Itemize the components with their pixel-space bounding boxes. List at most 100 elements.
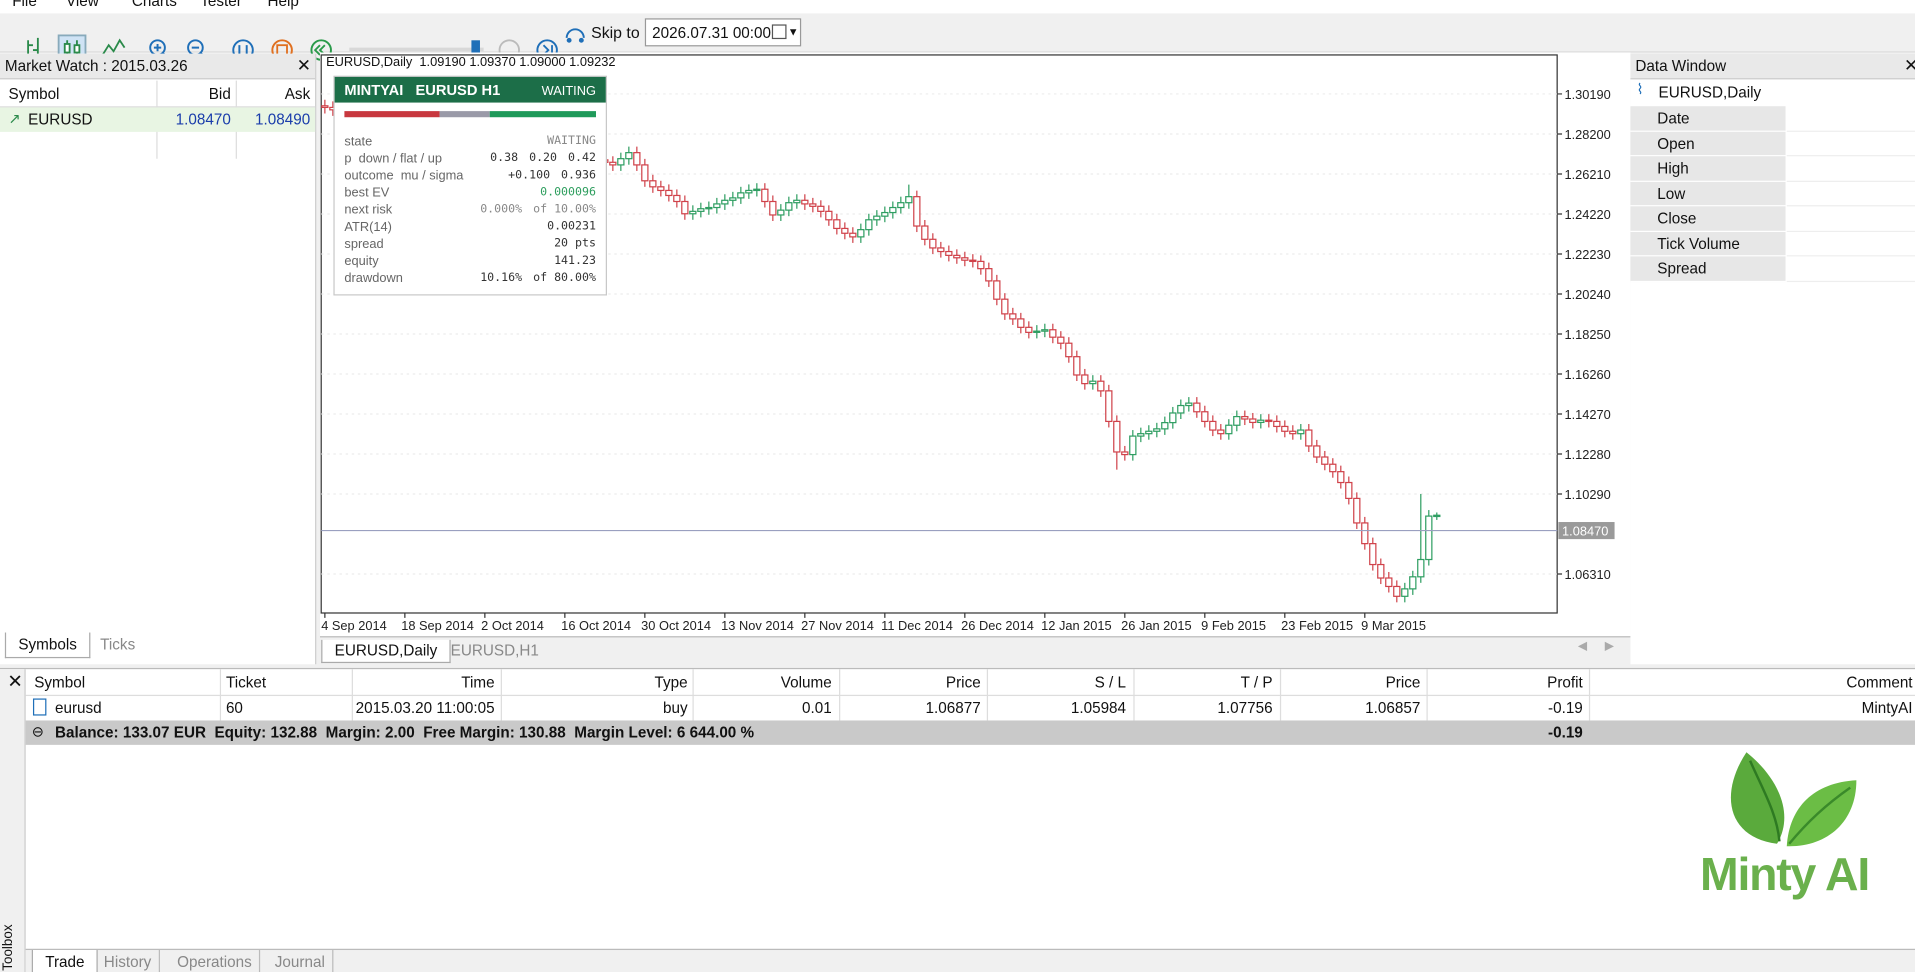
signal-row-values: 0.38 0.20 0.42 bbox=[490, 151, 596, 164]
column-header: Ticket bbox=[225, 674, 267, 692]
column-header: Comment bbox=[1846, 674, 1913, 692]
data-row-bg bbox=[1630, 206, 1786, 232]
candle-body bbox=[737, 192, 745, 199]
cell: 1.06857 bbox=[1365, 699, 1421, 717]
candle-body bbox=[1433, 514, 1441, 518]
data-row-label: Tick Volume bbox=[1657, 235, 1740, 253]
cell: buy bbox=[662, 699, 688, 717]
summary-row bbox=[25, 720, 1915, 745]
candle-body bbox=[777, 209, 785, 216]
data-row-value-bg bbox=[1786, 181, 1915, 207]
column-separator bbox=[351, 669, 353, 721]
chart-tab[interactable]: EURUSD,H1 bbox=[450, 642, 539, 660]
candle-body bbox=[753, 188, 761, 192]
signal-row-values: 0.000% of 10.00% bbox=[480, 203, 596, 216]
scroll-left[interactable]: ◀ bbox=[1577, 639, 1588, 654]
column-header: S / L bbox=[1094, 674, 1127, 692]
column-header: Time bbox=[461, 674, 495, 692]
candle-body bbox=[633, 152, 641, 166]
x-tick-label: 4 Sep 2014 bbox=[321, 618, 387, 633]
candle-body bbox=[1129, 435, 1137, 456]
toolbox-tab[interactable]: History bbox=[96, 950, 160, 972]
data-row-value-bg bbox=[1786, 206, 1915, 232]
slider-thumb[interactable] bbox=[471, 40, 480, 60]
menu-item[interactable]: Charts bbox=[131, 0, 177, 10]
signal-value: 10.16% bbox=[480, 271, 523, 285]
speed-slider[interactable] bbox=[349, 47, 484, 52]
prob-bar-segment bbox=[439, 111, 491, 118]
signal-value: 20 pts bbox=[554, 236, 596, 251]
cell: 1.05984 bbox=[1070, 699, 1127, 717]
dropdown-arrow[interactable]: ▼ bbox=[787, 25, 799, 38]
candle-body bbox=[1161, 422, 1169, 430]
chart-tab[interactable]: EURUSD,Daily bbox=[321, 639, 451, 664]
candle-body bbox=[1113, 420, 1121, 453]
column-separator bbox=[500, 669, 502, 721]
column-separator bbox=[1588, 669, 1591, 721]
toolbox-tab[interactable]: Trade bbox=[31, 950, 98, 972]
scroll-right[interactable]: ▶ bbox=[1604, 639, 1615, 654]
menu-item[interactable]: View bbox=[65, 0, 99, 10]
data-row-label: High bbox=[1657, 159, 1689, 178]
data-row-value-bg bbox=[1786, 106, 1915, 132]
signal-value: 0.38 bbox=[490, 151, 519, 165]
table-row bbox=[0, 107, 316, 132]
panel-title-text: Data Window bbox=[1635, 57, 1727, 75]
cell: eurusd bbox=[54, 699, 102, 717]
data-row-bg bbox=[1630, 131, 1786, 157]
menu-item[interactable]: Tester bbox=[200, 0, 242, 10]
y-tick-label: 1.06310 bbox=[1564, 567, 1610, 582]
menu-item[interactable]: File bbox=[12, 0, 37, 10]
candle-body bbox=[673, 194, 681, 203]
candle-body bbox=[1033, 330, 1041, 333]
candle-body bbox=[945, 250, 953, 256]
signal-value: of 10.00% bbox=[533, 202, 596, 217]
candle-body bbox=[1313, 445, 1321, 458]
signal-row-values: WAITING bbox=[547, 134, 596, 147]
toolbar: Skip to 2026.07.31 00:00 ▼ bbox=[0, 13, 1915, 64]
cell: 1.08490 bbox=[255, 111, 311, 129]
chart-header: EURUSD,Daily 1.09190 1.09370 1.09000 1.0… bbox=[326, 54, 616, 70]
candle-body bbox=[1305, 429, 1313, 447]
data-row-bg bbox=[1630, 106, 1786, 132]
symbol-icon: ⌇ bbox=[1636, 80, 1644, 98]
data-row-label: Spread bbox=[1657, 260, 1707, 278]
signal-title-bar bbox=[334, 76, 606, 103]
candle-body bbox=[985, 268, 993, 282]
toolbox: ✕ Toolbox Minty AI Symbol Ticket Time Type V… bbox=[0, 667, 1915, 972]
x-tick-label: 2 Oct 2014 bbox=[481, 618, 544, 633]
candle-body bbox=[1337, 471, 1345, 484]
candle-body bbox=[681, 200, 689, 215]
panel-title bbox=[1630, 53, 1915, 80]
close-button[interactable]: ✕ bbox=[1904, 55, 1915, 76]
candle-body bbox=[1121, 451, 1129, 456]
data-row-bg bbox=[1630, 181, 1786, 207]
column-header: Price bbox=[1385, 674, 1421, 692]
x-tick-label: 9 Feb 2015 bbox=[1201, 618, 1266, 633]
toolbox-tab[interactable]: Journal bbox=[267, 950, 334, 972]
candle-body bbox=[1065, 342, 1073, 358]
menu-item[interactable]: Help bbox=[267, 0, 299, 10]
candle-body bbox=[609, 161, 617, 166]
toolbox-close[interactable]: ✕ bbox=[7, 671, 23, 693]
toolbox-label: Toolbox bbox=[1, 924, 16, 971]
line-chart-icon[interactable] bbox=[101, 38, 126, 56]
candle-body bbox=[617, 158, 625, 166]
signal-row-values: 0.00231 bbox=[547, 220, 596, 233]
tab[interactable]: Ticks bbox=[100, 636, 136, 654]
bar-chart-icon[interactable] bbox=[27, 37, 39, 60]
tab[interactable]: Symbols bbox=[4, 632, 91, 659]
calendar-icon[interactable] bbox=[771, 24, 787, 40]
column-header: Symbol bbox=[34, 674, 86, 692]
logo-leaves bbox=[1730, 752, 1857, 847]
y-tick-label: 1.28200 bbox=[1564, 127, 1610, 142]
close-button[interactable]: ✕ bbox=[296, 54, 312, 75]
toolbox-tab[interactable]: Operations bbox=[170, 950, 261, 972]
x-tick-label: 12 Jan 2015 bbox=[1041, 618, 1112, 633]
panel-title bbox=[0, 53, 316, 80]
signal-value: 0.000% bbox=[480, 202, 523, 217]
data-window-symbol: EURUSD,Daily bbox=[1658, 84, 1762, 102]
candle-body bbox=[1265, 419, 1273, 423]
skip-date-input[interactable]: 2026.07.31 00:00 ▼ bbox=[644, 18, 802, 47]
summary-text: Balance: 133.07 EUR Equity: 132.88 Margi… bbox=[54, 724, 755, 742]
